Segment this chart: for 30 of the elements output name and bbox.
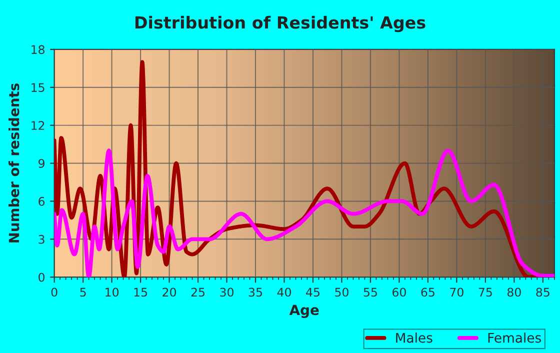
y-tick-label: 9 xyxy=(38,158,44,168)
x-tick-label: 30 xyxy=(220,288,234,297)
y-tick-label: 0 xyxy=(38,272,45,282)
x-tick-label: 10 xyxy=(106,288,119,297)
x-axis-title: Age xyxy=(289,304,319,318)
x-tick-label: 60 xyxy=(392,288,406,297)
x-tick-label: 50 xyxy=(335,288,348,297)
x-tick-label: 35 xyxy=(248,288,262,297)
chart-title: Distribution of Residents' Ages xyxy=(135,16,426,32)
x-tick-label: 55 xyxy=(364,288,377,297)
x-tick-label: 80 xyxy=(507,288,521,297)
x-tick-label: 20 xyxy=(162,288,176,297)
x-tick-label: 5 xyxy=(80,288,86,297)
x-tick-label: 85 xyxy=(536,288,550,297)
legend-label: Females xyxy=(488,332,541,343)
x-tick-label: 15 xyxy=(134,288,148,297)
y-tick-label: 15 xyxy=(32,83,44,92)
x-tick-label: 45 xyxy=(306,288,320,297)
y-tick-label: 18 xyxy=(32,45,44,54)
x-tick-label: 70 xyxy=(450,288,464,297)
x-tick-label: 75 xyxy=(478,288,492,297)
y-tick-label: 3 xyxy=(38,234,44,244)
y-axis-title: Number of residents xyxy=(8,83,20,242)
y-tick-label: 6 xyxy=(38,196,45,206)
x-tick-label: 0 xyxy=(51,288,58,297)
x-tick-label: 25 xyxy=(191,288,204,297)
y-tick-label: 12 xyxy=(32,121,44,130)
legend-label: Males xyxy=(396,332,432,343)
x-tick-label: 65 xyxy=(421,288,434,297)
x-tick-label: 40 xyxy=(277,288,291,297)
